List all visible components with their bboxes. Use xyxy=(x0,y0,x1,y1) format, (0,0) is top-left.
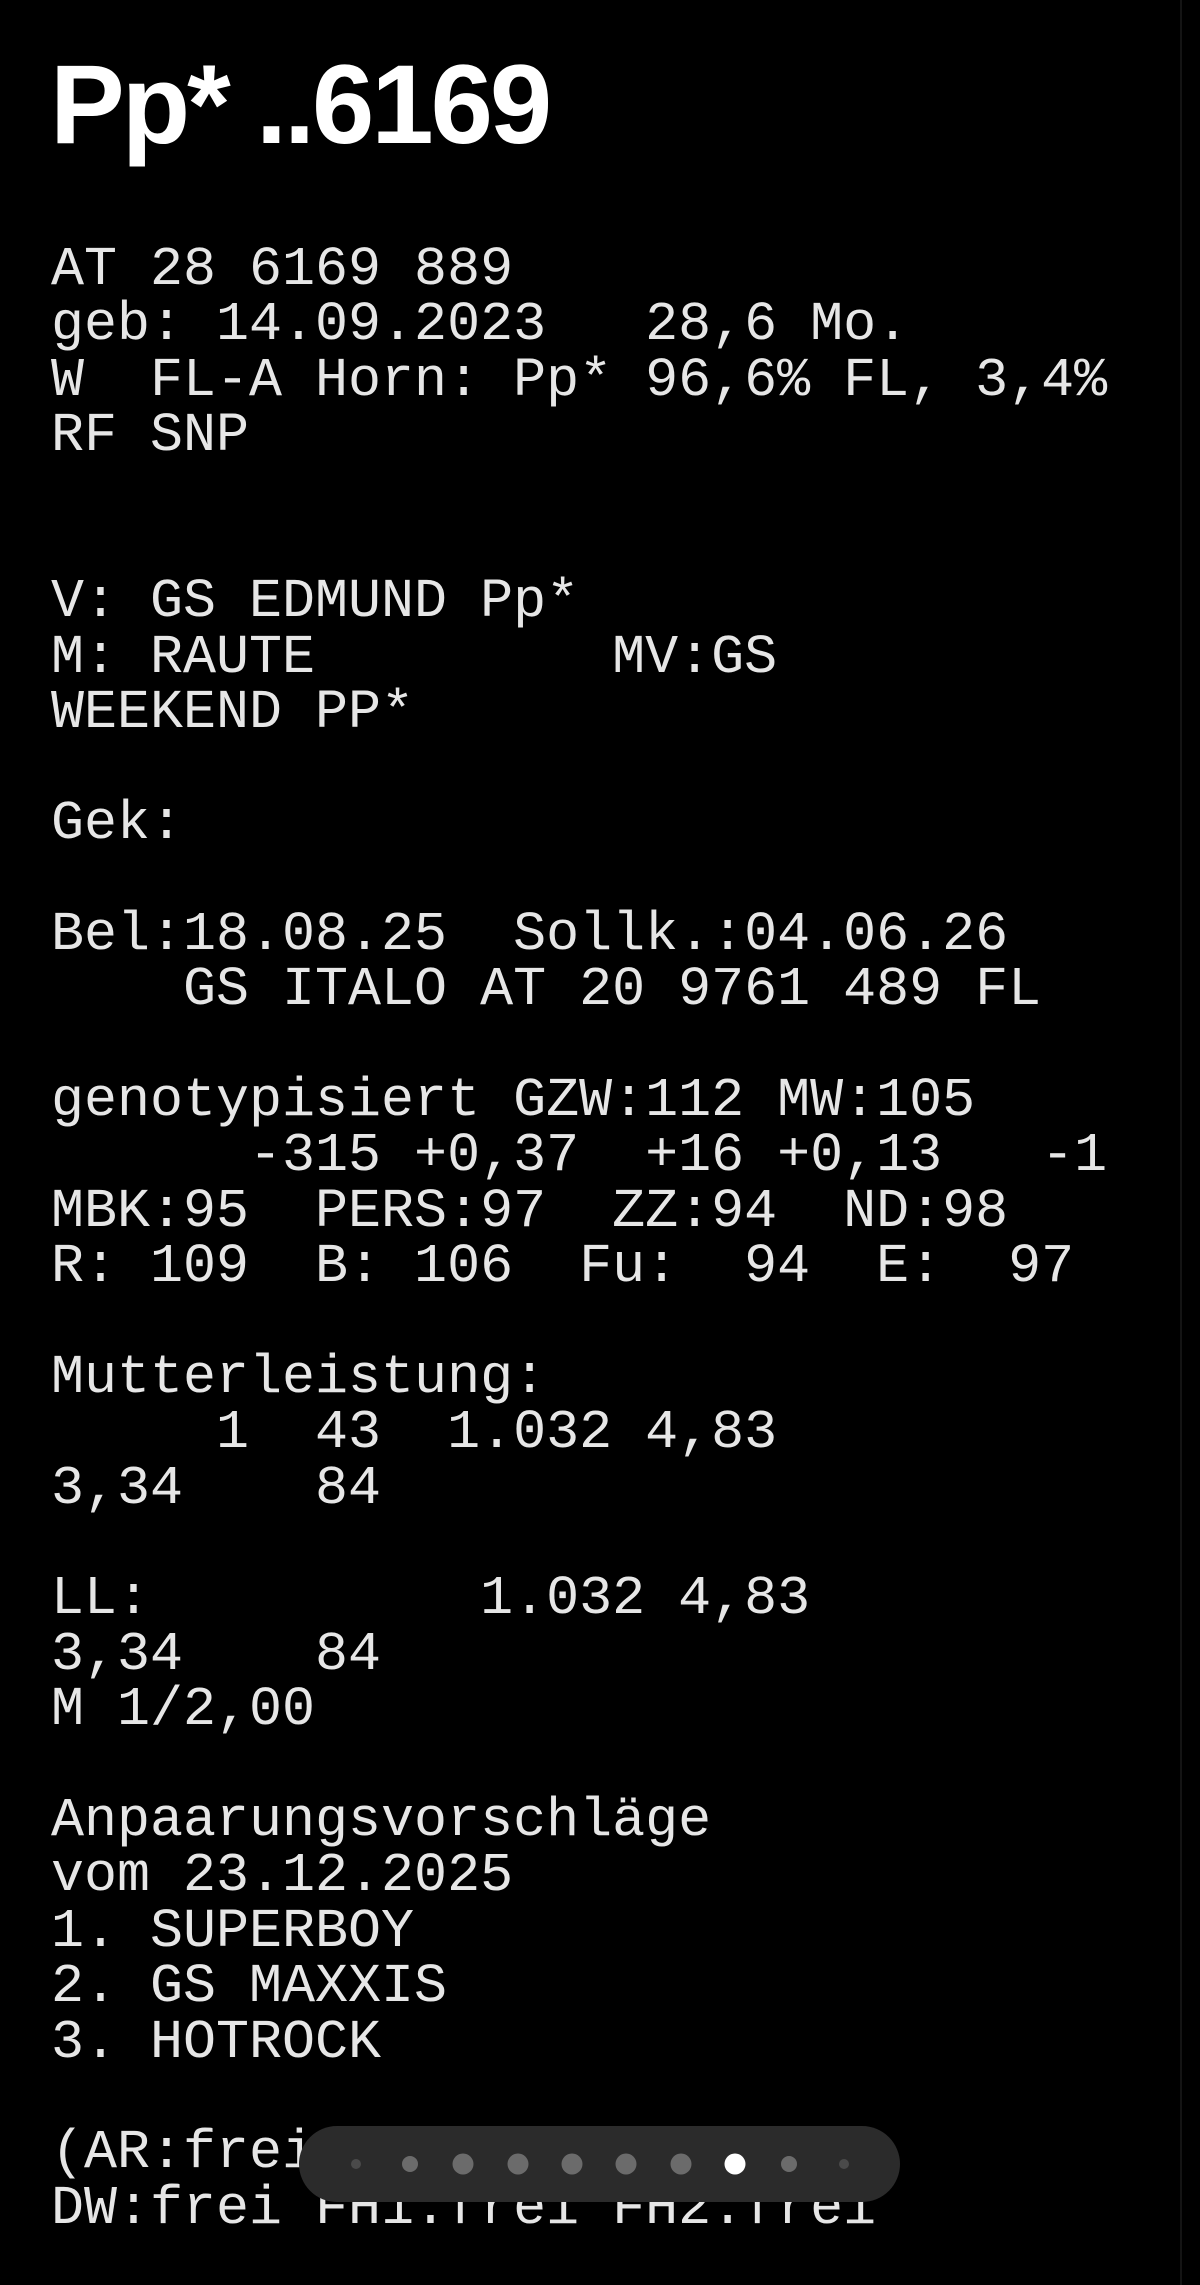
text-line: M 1/2,00 xyxy=(51,1678,316,1742)
note-content[interactable]: AT 28 6169 889 geb: 14.09.2023 28,6 Mo. W … xyxy=(51,242,1181,2247)
text-line: W FL-A Horn: Pp* 96,6% FL, 3,4% xyxy=(51,348,1108,412)
text-line: RF SNP xyxy=(51,404,250,468)
text-line: LL: 1.032 4,83 xyxy=(51,1567,811,1631)
text-line: GS ITALO AT 20 9761 489 FL xyxy=(51,958,1042,1022)
blank-line xyxy=(51,851,1181,906)
text-line: genotypisiert GZW:112 MW:105 xyxy=(51,1068,976,1132)
page-dot[interactable] xyxy=(402,2156,418,2172)
text-line: Bel:18.08.25 Sollk.:04.06.26 xyxy=(51,902,1009,966)
blank-line xyxy=(51,464,1181,519)
page-dot[interactable] xyxy=(561,2153,583,2175)
page-dot[interactable] xyxy=(839,2159,849,2169)
blank-line xyxy=(51,1294,1181,1349)
text-line: -315 +0,37 +16 +0,13 -1 xyxy=(51,1124,1108,1188)
text-line: vom 23.12.2025 xyxy=(51,1844,514,1908)
text-line: geb: 14.09.2023 28,6 Mo. xyxy=(51,293,910,357)
text-line: AT 28 6169 889 xyxy=(51,242,514,301)
text-line: R: 109 B: 106 Fu: 94 E: 97 xyxy=(51,1235,1075,1299)
text-line: 3,34 84 xyxy=(51,1456,382,1520)
page-dot[interactable] xyxy=(781,2156,797,2172)
page-dot[interactable] xyxy=(615,2153,637,2175)
page-dot[interactable] xyxy=(351,2159,361,2169)
text-line: 1 43 1.032 4,83 xyxy=(51,1401,778,1465)
text-line: V: GS EDMUND Pp* xyxy=(51,570,580,634)
text-line: Gek: xyxy=(51,791,184,855)
blank-line xyxy=(51,1738,1181,1793)
page-dot[interactable] xyxy=(452,2153,474,2175)
text-line: 3,34 84 xyxy=(51,1622,382,1686)
text-line: 2. GS MAXXIS xyxy=(51,1955,448,2019)
page-title: Pp* ..6169 xyxy=(50,42,552,167)
page-indicator[interactable] xyxy=(299,2126,900,2202)
blank-line xyxy=(51,1017,1181,1072)
text-line: 1. SUPERBOY xyxy=(51,1899,415,1963)
text-line: MBK:95 PERS:97 ZZ:94 ND:98 xyxy=(51,1179,1009,1243)
page-dot[interactable] xyxy=(670,2153,692,2175)
page-dot-active[interactable] xyxy=(724,2153,746,2175)
text-line: WEEKEND PP* xyxy=(51,681,415,745)
blank-line xyxy=(51,519,1181,574)
blank-line xyxy=(51,1516,1181,1571)
text-line: Mutterleistung: xyxy=(51,1345,547,1409)
text-line: 3. HOTROCK xyxy=(51,2010,382,2074)
blank-line xyxy=(51,2070,1181,2125)
text-line: (AR:frei xyxy=(51,2121,316,2185)
text-line: Anpaarungsvorschläge xyxy=(51,1788,712,1852)
blank-line xyxy=(51,741,1181,796)
scroll-edge xyxy=(1180,0,1182,2285)
text-line: M: RAUTE MV:GS xyxy=(51,625,778,689)
page-dot[interactable] xyxy=(507,2153,529,2175)
